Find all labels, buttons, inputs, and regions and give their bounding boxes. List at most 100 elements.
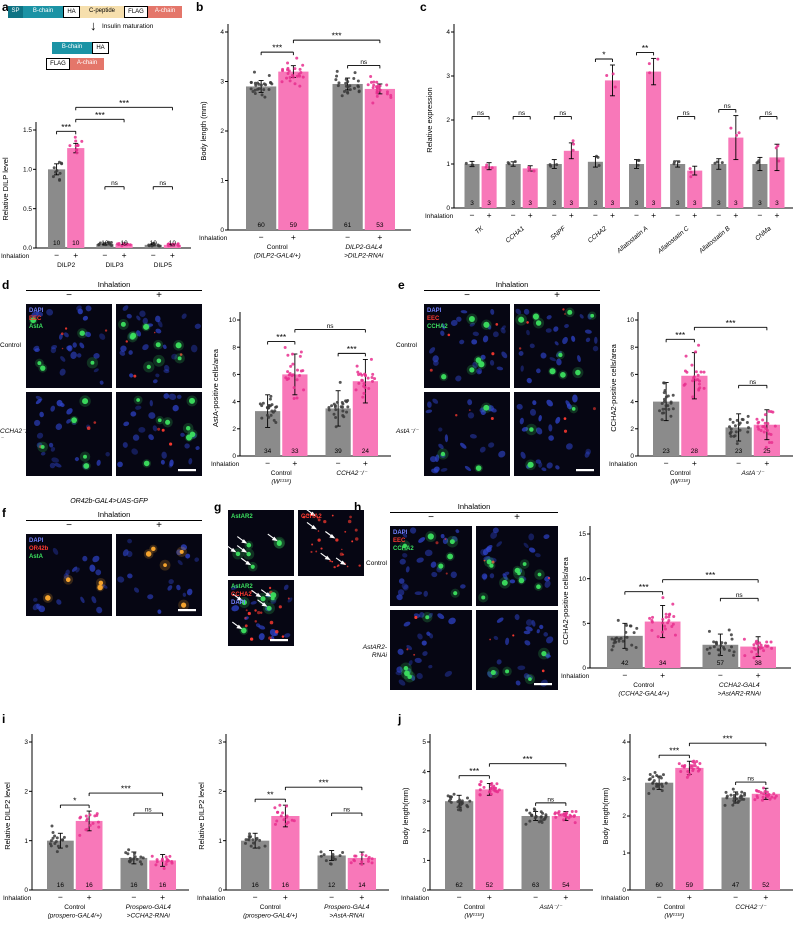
nucleus (501, 325, 506, 330)
inhalation-sign: + (687, 892, 692, 902)
cell (536, 584, 541, 590)
red-punctum (317, 530, 320, 532)
data-point (357, 381, 361, 385)
image-legend-ccha2: CCHA2 (427, 324, 448, 330)
y-tick-label: 4 (220, 29, 224, 36)
nucleus (176, 394, 182, 399)
data-point (59, 161, 63, 165)
nucleus (520, 451, 526, 459)
micrograph-image (514, 304, 600, 388)
n-label: 12 (328, 882, 336, 889)
data-point (677, 762, 681, 766)
data-point (340, 94, 344, 98)
y-tick-label: 1 (218, 838, 222, 845)
data-point (662, 381, 666, 385)
data-point (360, 373, 364, 377)
bar (751, 793, 780, 890)
data-point (624, 630, 628, 634)
data-point (265, 406, 269, 410)
data-point (322, 853, 326, 857)
data-point (735, 797, 739, 801)
n-label: 10 (53, 240, 61, 247)
data-point (298, 354, 302, 358)
y-tick-label: 1 (220, 178, 224, 185)
nucleus (431, 571, 438, 578)
data-point (527, 168, 531, 172)
data-point (51, 831, 55, 835)
data-point (285, 804, 289, 808)
data-point (335, 69, 339, 73)
data-point (362, 382, 366, 386)
inhalation-sign: + (170, 250, 175, 260)
inhalation-sign: + (651, 210, 656, 220)
data-point (714, 640, 718, 644)
y-tick-label: 5 (582, 621, 586, 628)
data-point (360, 378, 364, 382)
micrograph-h-rnai-plus (476, 610, 558, 690)
data-point (664, 404, 668, 408)
data-point (662, 391, 666, 395)
data-point (50, 824, 54, 828)
nucleus (96, 459, 101, 466)
data-point (761, 418, 765, 422)
data-point (774, 794, 778, 798)
data-point (757, 790, 761, 794)
data-point (282, 818, 286, 822)
nucleus (50, 347, 57, 354)
data-point (55, 850, 59, 854)
inhalation-sign: + (363, 458, 368, 468)
nucleus (70, 351, 77, 359)
data-point (290, 352, 294, 356)
red-punctum (254, 620, 258, 623)
nucleus (501, 351, 508, 359)
micrograph-image (424, 392, 510, 476)
data-point (262, 82, 266, 86)
mature-a-chain-row: FLAG A-chain (46, 58, 104, 76)
cell (486, 559, 492, 565)
data-point (258, 838, 262, 842)
data-point (260, 93, 264, 97)
n-label: 28 (691, 448, 699, 455)
data-point (156, 243, 160, 247)
data-point (75, 148, 79, 152)
micrograph-image: AstAR2 (228, 510, 294, 576)
data-point (280, 80, 284, 84)
data-point (670, 624, 674, 628)
data-point (273, 822, 277, 826)
y-tick-label: 10 (579, 576, 587, 583)
data-point (570, 809, 574, 813)
y-tick-label: 2 (622, 813, 626, 820)
arrow-down-icon: ↓ (90, 18, 97, 33)
red-punctum (278, 605, 282, 609)
red-punctum (347, 519, 352, 524)
data-point (457, 804, 461, 808)
n-label: 3 (717, 200, 721, 207)
red-punctum (125, 340, 128, 343)
data-point (597, 163, 601, 167)
nucleus (74, 457, 79, 462)
data-point (695, 759, 699, 763)
red-punctum (435, 541, 439, 545)
nucleus (489, 573, 495, 579)
inhalation-sign: + (377, 232, 382, 242)
data-point (661, 407, 665, 411)
data-point (671, 622, 675, 626)
data-point (85, 817, 89, 821)
nucleus (565, 400, 571, 407)
data-point (290, 818, 294, 822)
n-label: 61 (344, 222, 352, 229)
bar (278, 71, 309, 230)
nucleus (486, 544, 493, 551)
nucleus (467, 412, 475, 419)
nucleus (48, 442, 54, 448)
group-label: (W¹¹¹⁸) (271, 479, 291, 486)
data-point (651, 781, 655, 785)
cell (40, 444, 45, 449)
data-point (660, 782, 664, 786)
sig-label: *** (332, 31, 343, 41)
cell (441, 374, 447, 380)
data-point (680, 764, 684, 768)
micrograph-image (476, 610, 558, 690)
sig-label: ns (559, 110, 567, 117)
n-label: 24 (362, 448, 370, 455)
